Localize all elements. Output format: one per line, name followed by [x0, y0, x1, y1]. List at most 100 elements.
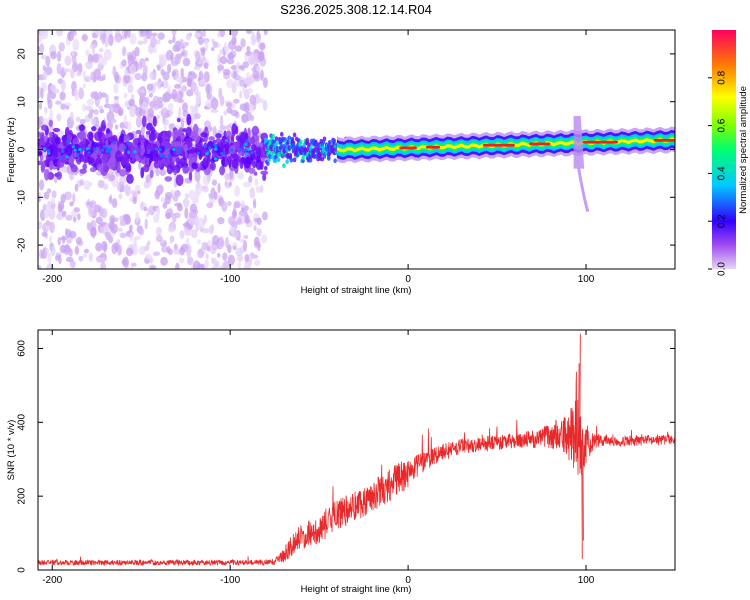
noise-blob: [38, 179, 45, 191]
noise-blob: [227, 200, 232, 206]
noise-blob: [246, 45, 251, 53]
noise-core-blob: [211, 152, 216, 158]
snr-marks: [38, 333, 675, 567]
noise-blob: [112, 103, 121, 114]
noise-core-blob: [89, 167, 97, 173]
noise-core-blob: [193, 133, 200, 144]
noise-blob: [230, 65, 237, 71]
noise-blob: [248, 53, 256, 66]
noise-core-blob: [259, 161, 264, 170]
noise-blob: [165, 49, 174, 61]
snr-ylabel: SNR (10 * v/v): [6, 420, 17, 481]
noise-blob: [56, 63, 62, 75]
noise-blob: [147, 107, 154, 118]
noise-blob: [250, 34, 257, 46]
noise-blob: [64, 55, 72, 66]
noise-core-blob: [140, 135, 145, 146]
noise-core-blob: [39, 138, 46, 146]
transition-blob: [333, 158, 337, 164]
noise-core-blob: [149, 169, 154, 179]
noise-blob: [76, 71, 82, 77]
noise-hot-blob: [213, 157, 218, 161]
noise-core-blob: [48, 131, 53, 138]
noise-blob: [155, 226, 162, 236]
noise-blob: [160, 256, 168, 266]
transition-blob: [271, 133, 276, 139]
noise-core-blob: [175, 174, 184, 186]
transition-blob: [332, 138, 336, 143]
noise-core-blob: [225, 130, 233, 139]
noise-blob: [252, 198, 257, 209]
noise-blob: [221, 201, 228, 213]
noise-blob: [186, 248, 191, 259]
noise-blob: [235, 247, 244, 257]
snr-frame: [37, 329, 676, 571]
noise-blob: [247, 88, 253, 94]
noise-blob: [143, 206, 148, 212]
noise-blob: [73, 207, 80, 213]
noise-blob: [150, 36, 157, 48]
noise-blob: [226, 107, 233, 114]
noise-blob: [155, 234, 163, 243]
noise-blob: [85, 49, 90, 57]
noise-hot-blob: [123, 146, 127, 150]
noise-hot-blob: [176, 148, 180, 152]
noise-blob: [68, 248, 73, 257]
snr-axes: -200 -100 0 100 0 200 400 600: [17, 330, 675, 586]
noise-blob: [262, 77, 268, 89]
noise-core-blob: [126, 173, 134, 184]
snr-peak-spike: [579, 333, 581, 441]
noise-blob: [51, 190, 57, 199]
noise-core-blob: [173, 169, 177, 176]
noise-blob: [219, 95, 225, 107]
transition-blob: [307, 142, 312, 148]
noise-blob: [125, 186, 131, 197]
noise-blob: [65, 105, 70, 110]
noise-blob: [180, 118, 185, 130]
noise-blob: [228, 51, 233, 59]
noise-blob: [114, 241, 119, 252]
noise-blob: [237, 171, 245, 180]
noise-blob: [77, 213, 81, 221]
noise-blob: [194, 170, 201, 183]
noise-core-blob: [87, 131, 94, 141]
noise-blob: [172, 35, 176, 43]
noise-blob: [42, 203, 47, 211]
noise-blob: [101, 240, 108, 251]
noise-blob: [169, 235, 173, 245]
noise-blob: [88, 252, 93, 263]
noise-blob: [128, 105, 137, 117]
noise-blob: [198, 70, 204, 83]
spike-tail: [575, 158, 590, 213]
noise-blob: [201, 30, 206, 38]
noise-blob: [157, 184, 164, 194]
noise-blob: [167, 248, 173, 255]
noise-blob: [207, 240, 212, 247]
noise-core-blob: [152, 115, 157, 127]
noise-blob: [38, 265, 42, 269]
noise-blob: [114, 32, 123, 43]
noise-core-blob: [145, 153, 151, 159]
noise-core-blob: [119, 168, 127, 177]
snr-ytick-label: 0: [17, 567, 28, 573]
noise-blob: [129, 63, 137, 75]
noise-blob: [243, 181, 251, 188]
noise-blob: [256, 32, 262, 43]
noise-core-blob: [55, 147, 63, 153]
noise-blob: [149, 257, 154, 264]
noise-blob: [74, 183, 79, 192]
noise-blob: [188, 189, 196, 201]
noise-blob: [239, 90, 243, 99]
noise-blob: [97, 64, 104, 70]
noise-blob: [72, 39, 80, 51]
noise-hot-blob: [75, 153, 80, 157]
noise-blob: [187, 256, 194, 266]
noise-blob: [138, 228, 145, 236]
transition-blob: [282, 163, 286, 169]
noise-core-blob: [215, 137, 221, 144]
noise-blob: [50, 51, 57, 60]
noise-blob: [137, 40, 145, 45]
noise-blob: [56, 30, 63, 37]
noise-blob: [204, 39, 209, 52]
noise-blob: [219, 49, 224, 55]
